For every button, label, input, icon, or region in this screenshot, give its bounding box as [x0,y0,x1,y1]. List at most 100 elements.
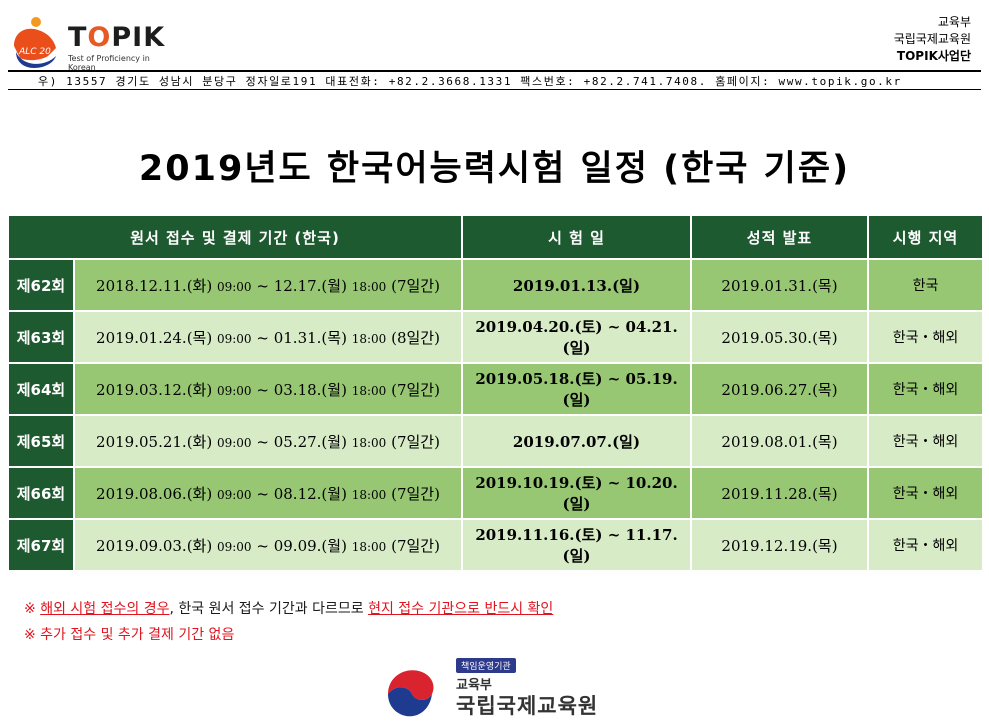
reg-tilde: ~ [256,380,269,399]
schedule-table: 원서 접수 및 결제 기간 (한국) 시 험 일 성적 발표 시행 지역 제62… [7,214,984,572]
footer-institute: 국립국제교육원 [456,694,599,718]
note-overseas-confirm: 현지 접수 기관으로 반드시 확인 [368,601,554,617]
reg-start-date: 2019.01.24.(목) [96,328,213,347]
reg-start-time: 09:00 [216,435,252,450]
reg-days: (7일간) [391,484,440,503]
reg-end-time: 18:00 [351,383,387,398]
table-row: 제66회 2019.08.06.(화) 09:00 ~ 08.12.(월) 18:… [7,466,984,520]
nIIED-logo: 책임운영기관 교육부 국립국제교육원 [384,656,604,722]
table-row: 제64회 2019.03.12.(화) 09:00 ~ 03.18.(월) 18:… [7,362,984,416]
result-date: 2019.08.01.(목) [690,414,869,468]
reg-end-date: 01.31.(목) [273,328,347,347]
reg-tilde: ~ [256,328,269,347]
header-divider-top [8,70,981,72]
exam-date: 2019.05.18.(토) ~ 05.19.(일) [461,362,692,416]
reg-start-date: 2019.08.06.(화) [96,484,213,503]
reg-end-date: 12.17.(월) [273,276,347,295]
registration-period: 2019.03.12.(화) 09:00 ~ 03.18.(월) 18:00 (… [73,362,463,416]
reg-start-date: 2019.09.03.(화) [96,536,213,555]
round-label: 제65회 [7,414,75,468]
header-region: 시행 지역 [867,214,984,260]
reg-end-date: 08.12.(월) [273,484,347,503]
exam-date: 2019.04.20.(토) ~ 04.21.(일) [461,310,692,364]
organization-block: 교육부 국립국제교육원 TOPIK사업단 [894,14,971,65]
exam-region: 한국・해외 [867,466,984,520]
header-registration: 원서 접수 및 결제 기간 (한국) [7,214,463,260]
exam-region: 한국・해외 [867,362,984,416]
reg-start-time: 09:00 [216,279,252,294]
exam-date: 2019.10.19.(토) ~ 10.20.(일) [461,466,692,520]
exam-region: 한국・해외 [867,518,984,572]
exam-date: 2019.01.13.(일) [461,258,692,312]
exam-date: 2019.07.07.(일) [461,414,692,468]
registration-period: 2019.01.24.(목) 09:00 ~ 01.31.(목) 18:00 (… [73,310,463,364]
round-label: 제63회 [7,310,75,364]
result-date: 2019.06.27.(목) [690,362,869,416]
note-overseas-body: , 한국 원서 접수 기간과 다르므로 [169,601,369,617]
reg-end-time: 18:00 [351,487,387,502]
reg-end-time: 18:00 [351,331,387,346]
table-row: 제67회 2019.09.03.(화) 09:00 ~ 09.09.(월) 18:… [7,518,984,572]
reg-end-date: 05.27.(월) [273,432,347,451]
registration-period: 2019.05.21.(화) 09:00 ~ 05.27.(월) 18:00 (… [73,414,463,468]
table-row: 제65회 2019.05.21.(화) 09:00 ~ 05.27.(월) 18:… [7,414,984,468]
note-overseas: ※ 해외 시험 접수의 경우, 한국 원서 접수 기간과 다르므로 현지 접수 … [24,596,553,622]
reg-start-date: 2019.03.12.(화) [96,380,213,399]
page-header: ALC 20 TOPIK Test of Proficiency in Kore… [0,0,989,72]
result-date: 2019.01.31.(목) [690,258,869,312]
logo-wordmark: TOPIK [68,22,166,53]
reg-tilde: ~ [256,536,269,555]
result-date: 2019.05.30.(목) [690,310,869,364]
page-title: 2019년도 한국어능력시험 일정 (한국 기준) [138,149,851,189]
round-label: 제67회 [7,518,75,572]
topik-emblem-icon: ALC 20 [14,17,56,68]
reg-end-date: 09.09.(월) [273,536,347,555]
reg-end-time: 18:00 [351,279,387,294]
table-row: 제63회 2019.01.24.(목) 09:00 ~ 01.31.(목) 18:… [7,310,984,364]
registration-period: 2019.09.03.(화) 09:00 ~ 09.09.(월) 18:00 (… [73,518,463,572]
org-line-ministry: 교육부 [937,15,971,29]
registration-period: 2019.08.06.(화) 09:00 ~ 08.12.(월) 18:00 (… [73,466,463,520]
notes-block: ※ 해외 시험 접수의 경우, 한국 원서 접수 기간과 다르므로 현지 접수 … [24,596,553,648]
taegeuk-emblem-icon [388,670,434,717]
table-header-row: 원서 접수 및 결제 기간 (한국) 시 험 일 성적 발표 시행 지역 [7,214,984,260]
footer-ministry: 교육부 [456,678,492,693]
reg-end-time: 18:00 [351,435,387,450]
address-line: 우) 13557 경기도 성남시 분당구 정자일로191 대표전화: +82.2… [38,75,902,88]
reg-days: (7일간) [391,536,440,555]
reg-days: (7일간) [391,276,440,295]
note-mark: ※ [24,601,36,617]
reg-start-time: 09:00 [216,331,252,346]
reg-start-date: 2018.12.11.(화) [96,276,213,295]
org-line-institute: 국립국제교육원 [893,32,971,46]
note-overseas-emphasis: 해외 시험 접수의 경우 [40,601,170,617]
reg-days: (8일간) [391,328,440,347]
round-label: 제66회 [7,466,75,520]
header-exam-date: 시 험 일 [461,214,692,260]
topik-logo: ALC 20 TOPIK Test of Proficiency in Kore… [8,6,164,72]
table-row: 제62회 2018.12.11.(화) 09:00 ~ 12.17.(월) 18:… [7,258,984,312]
reg-start-time: 09:00 [216,487,252,502]
reg-start-date: 2019.05.21.(화) [96,432,213,451]
exam-region: 한국 [867,258,984,312]
org-line-division: TOPIK사업단 [896,49,971,63]
reg-start-time: 09:00 [216,539,252,554]
reg-end-date: 03.18.(월) [273,380,347,399]
agency-badge: 책임운영기관 [456,658,516,673]
reg-end-time: 18:00 [351,539,387,554]
round-label: 제62회 [7,258,75,312]
logo-badge-text: ALC 20 [18,47,51,57]
result-date: 2019.12.19.(목) [690,518,869,572]
header-divider-bottom [8,89,981,90]
reg-tilde: ~ [256,276,269,295]
logo-tagline: Test of Proficiency in Korean [68,54,150,72]
reg-tilde: ~ [256,432,269,451]
registration-period: 2018.12.11.(화) 09:00 ~ 12.17.(월) 18:00 (… [73,258,463,312]
reg-days: (7일간) [391,432,440,451]
exam-region: 한국・해외 [867,310,984,364]
reg-days: (7일간) [391,380,440,399]
result-date: 2019.11.28.(목) [690,466,869,520]
round-label: 제64회 [7,362,75,416]
header-result: 성적 발표 [690,214,869,260]
exam-region: 한국・해외 [867,414,984,468]
